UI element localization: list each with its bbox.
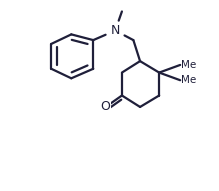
Text: Me: Me: [181, 60, 196, 70]
Text: O: O: [100, 100, 110, 113]
Text: Me: Me: [181, 75, 196, 85]
Text: N: N: [111, 24, 120, 37]
